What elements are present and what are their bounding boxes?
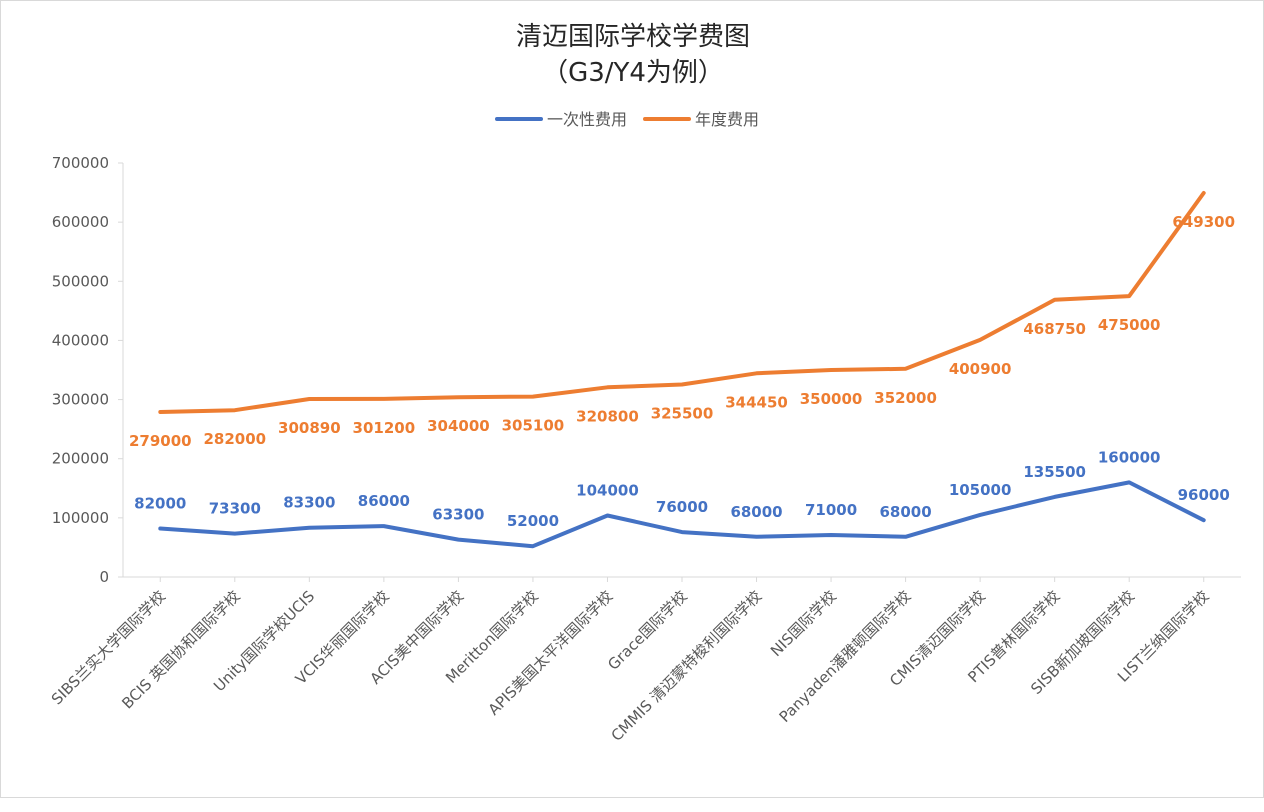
data-label: 71000 <box>805 501 857 519</box>
chart-series <box>158 191 1206 549</box>
x-tick-label: Panyaden潘雅顿国际学校 <box>776 587 915 726</box>
chart-title: 清迈国际学校学费图 <box>516 22 750 52</box>
data-label: 105000 <box>949 481 1012 499</box>
data-label: 279000 <box>129 432 192 450</box>
chart-subtitle: （G3/Y4为例） <box>542 58 724 88</box>
data-label: 301200 <box>353 419 416 437</box>
y-tick-label: 700000 <box>52 154 109 172</box>
data-label: 320800 <box>576 407 639 425</box>
data-label: 352000 <box>874 389 937 407</box>
data-label: 83300 <box>283 494 335 512</box>
data-label: 475000 <box>1098 316 1161 334</box>
data-label: 160000 <box>1098 448 1161 466</box>
x-tick-label: CMMIS 清迈蒙特梭利国际学校 <box>608 587 766 745</box>
y-tick-label: 400000 <box>52 331 109 349</box>
y-tick-label: 200000 <box>52 450 109 468</box>
x-tick-label: APIS美国太平洋国际学校 <box>485 587 617 719</box>
y-tick-label: 100000 <box>52 509 109 527</box>
data-label: 52000 <box>507 512 559 530</box>
data-label: 282000 <box>203 430 266 448</box>
y-tick-label: 300000 <box>52 391 109 409</box>
data-label: 649300 <box>1172 213 1235 231</box>
data-label: 104000 <box>576 481 639 499</box>
line-chart: 清迈国际学校学费图 （G3/Y4为例） 一次性费用 年度费用 0 100000 200… <box>48 22 1241 745</box>
data-label: 300890 <box>278 419 341 437</box>
data-label: 135500 <box>1023 463 1086 481</box>
series-line <box>158 191 1206 414</box>
data-label: 73300 <box>209 500 261 518</box>
x-tick-label: NIS国际学校 <box>767 587 840 660</box>
data-label: 82000 <box>134 495 186 513</box>
chart-axes: 0 100000 200000 300000 400000 500000 600000 700… <box>48 154 1241 745</box>
data-label: 344450 <box>725 393 788 411</box>
series-line <box>158 480 1206 549</box>
data-label: 76000 <box>656 498 708 516</box>
drop-lines <box>159 192 1205 577</box>
data-label: 63300 <box>432 506 484 524</box>
data-label: 400900 <box>949 360 1012 378</box>
data-label: 68000 <box>880 503 932 521</box>
data-label: 86000 <box>358 492 410 510</box>
y-tick-label: 600000 <box>52 213 109 231</box>
chart-legend: 一次性费用 年度费用 <box>495 110 759 129</box>
y-tick-label: 500000 <box>52 272 109 290</box>
data-labels: 82000 73300 83300 86000 63300 52000 104000 7600… <box>129 213 1235 530</box>
data-label: 350000 <box>800 390 863 408</box>
data-label: 96000 <box>1178 486 1230 504</box>
y-tick-label: 0 <box>99 568 109 586</box>
data-label: 305100 <box>502 417 565 435</box>
data-label: 325500 <box>651 404 714 422</box>
data-label: 468750 <box>1023 320 1086 338</box>
legend-label: 年度费用 <box>695 110 759 129</box>
legend-label: 一次性费用 <box>547 110 627 129</box>
data-label: 304000 <box>427 417 490 435</box>
data-label: 68000 <box>730 503 782 521</box>
